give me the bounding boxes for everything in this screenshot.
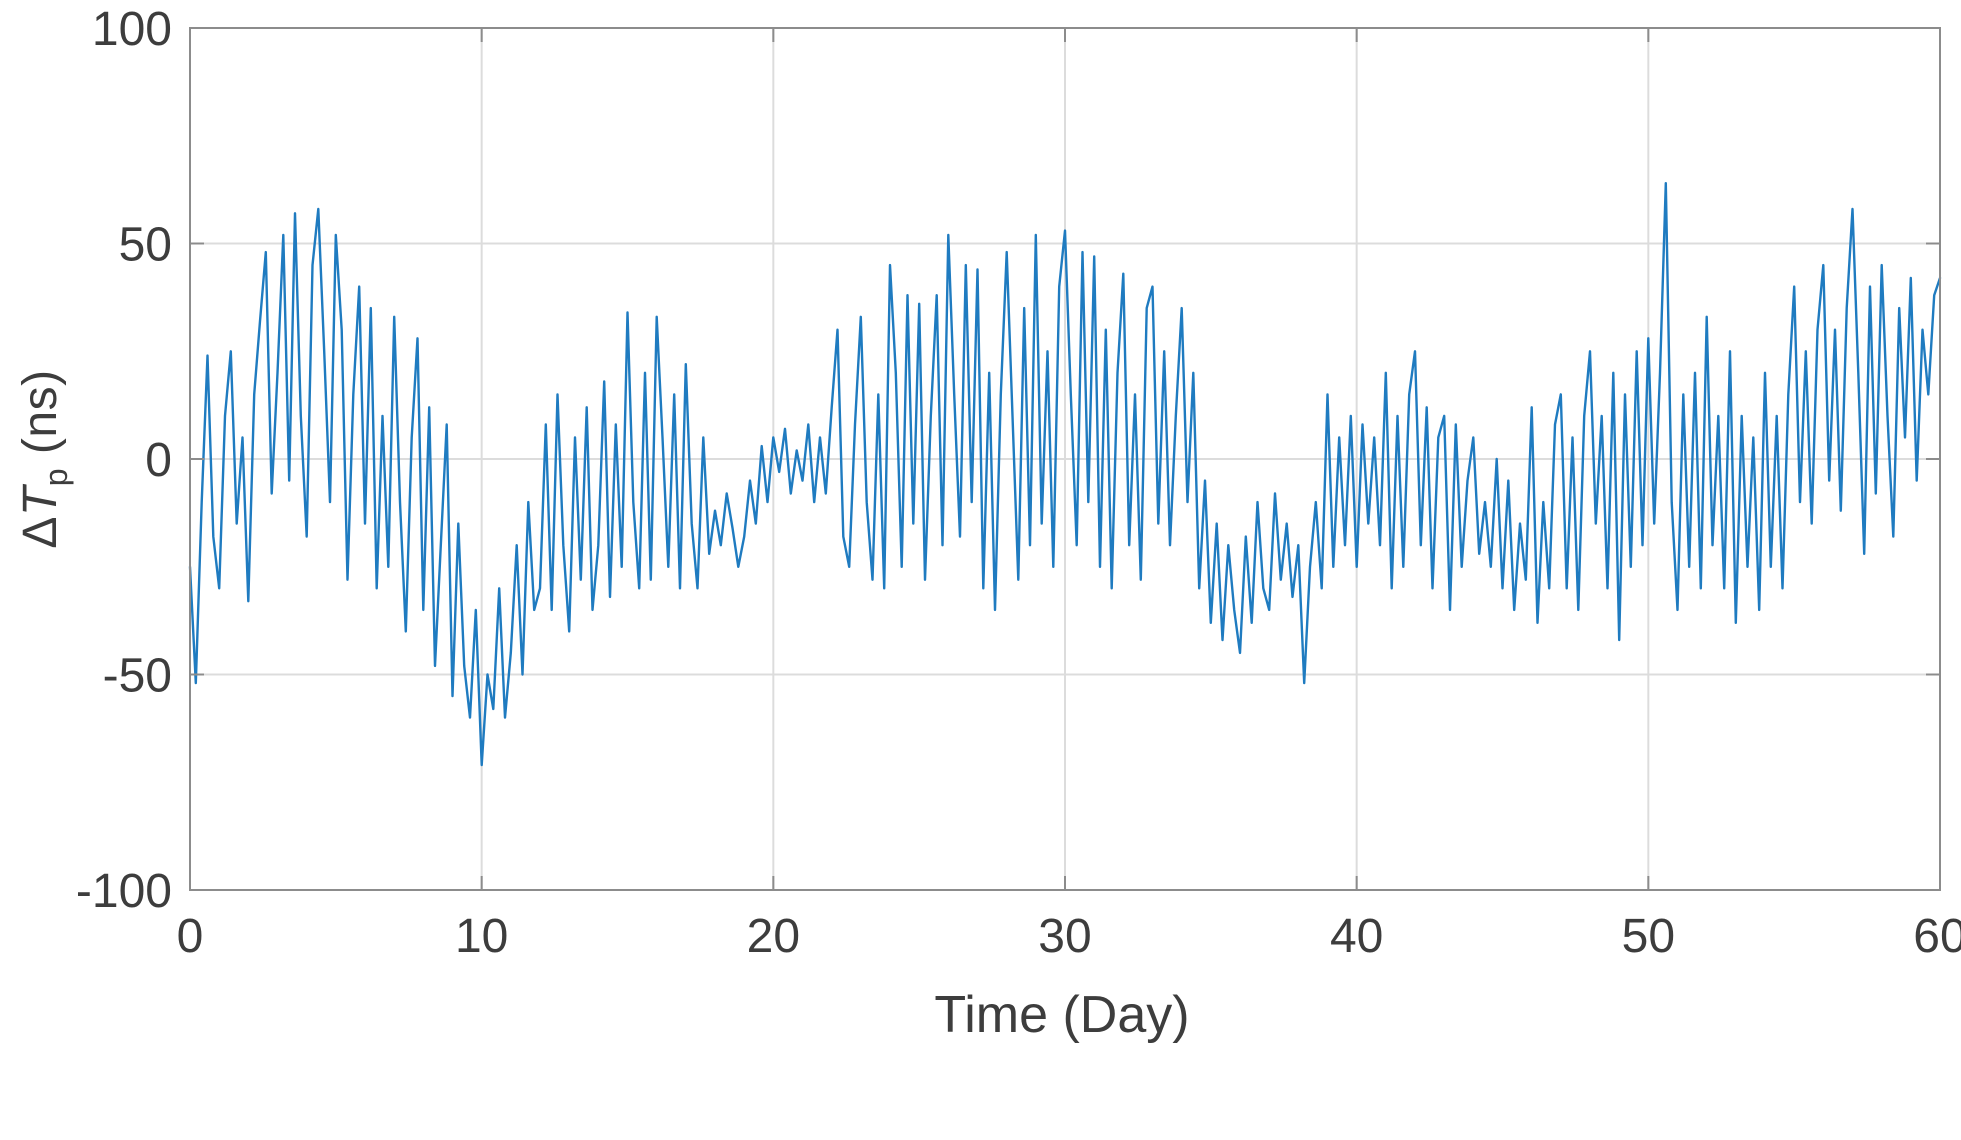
x-tick-label: 50: [1622, 910, 1675, 963]
x-tick-label: 20: [747, 910, 800, 963]
x-tick-label: 30: [1038, 910, 1091, 963]
data-series-line: [188, 181, 1942, 767]
y-tick-label: -50: [103, 650, 172, 703]
y-axis-label-unit: (ns): [14, 369, 68, 468]
y-tick-label: 0: [145, 434, 172, 487]
y-axis-label-subscript: p: [37, 467, 74, 487]
y-axis-label: ΔTp (ns): [13, 369, 75, 548]
x-tick-label: 10: [455, 910, 508, 963]
x-tick-label: 60: [1913, 910, 1961, 963]
x-tick-label: 40: [1330, 910, 1383, 963]
x-axis-label: Time (Day): [934, 986, 1190, 1044]
y-tick-label: -100: [76, 865, 172, 918]
y-axis-label-symbol: T: [14, 486, 68, 517]
y-tick-label: 50: [119, 219, 172, 272]
y-axis-label-delta: Δ: [14, 516, 68, 549]
x-tick-label: 0: [177, 910, 204, 963]
y-tick-label: 100: [92, 3, 172, 56]
